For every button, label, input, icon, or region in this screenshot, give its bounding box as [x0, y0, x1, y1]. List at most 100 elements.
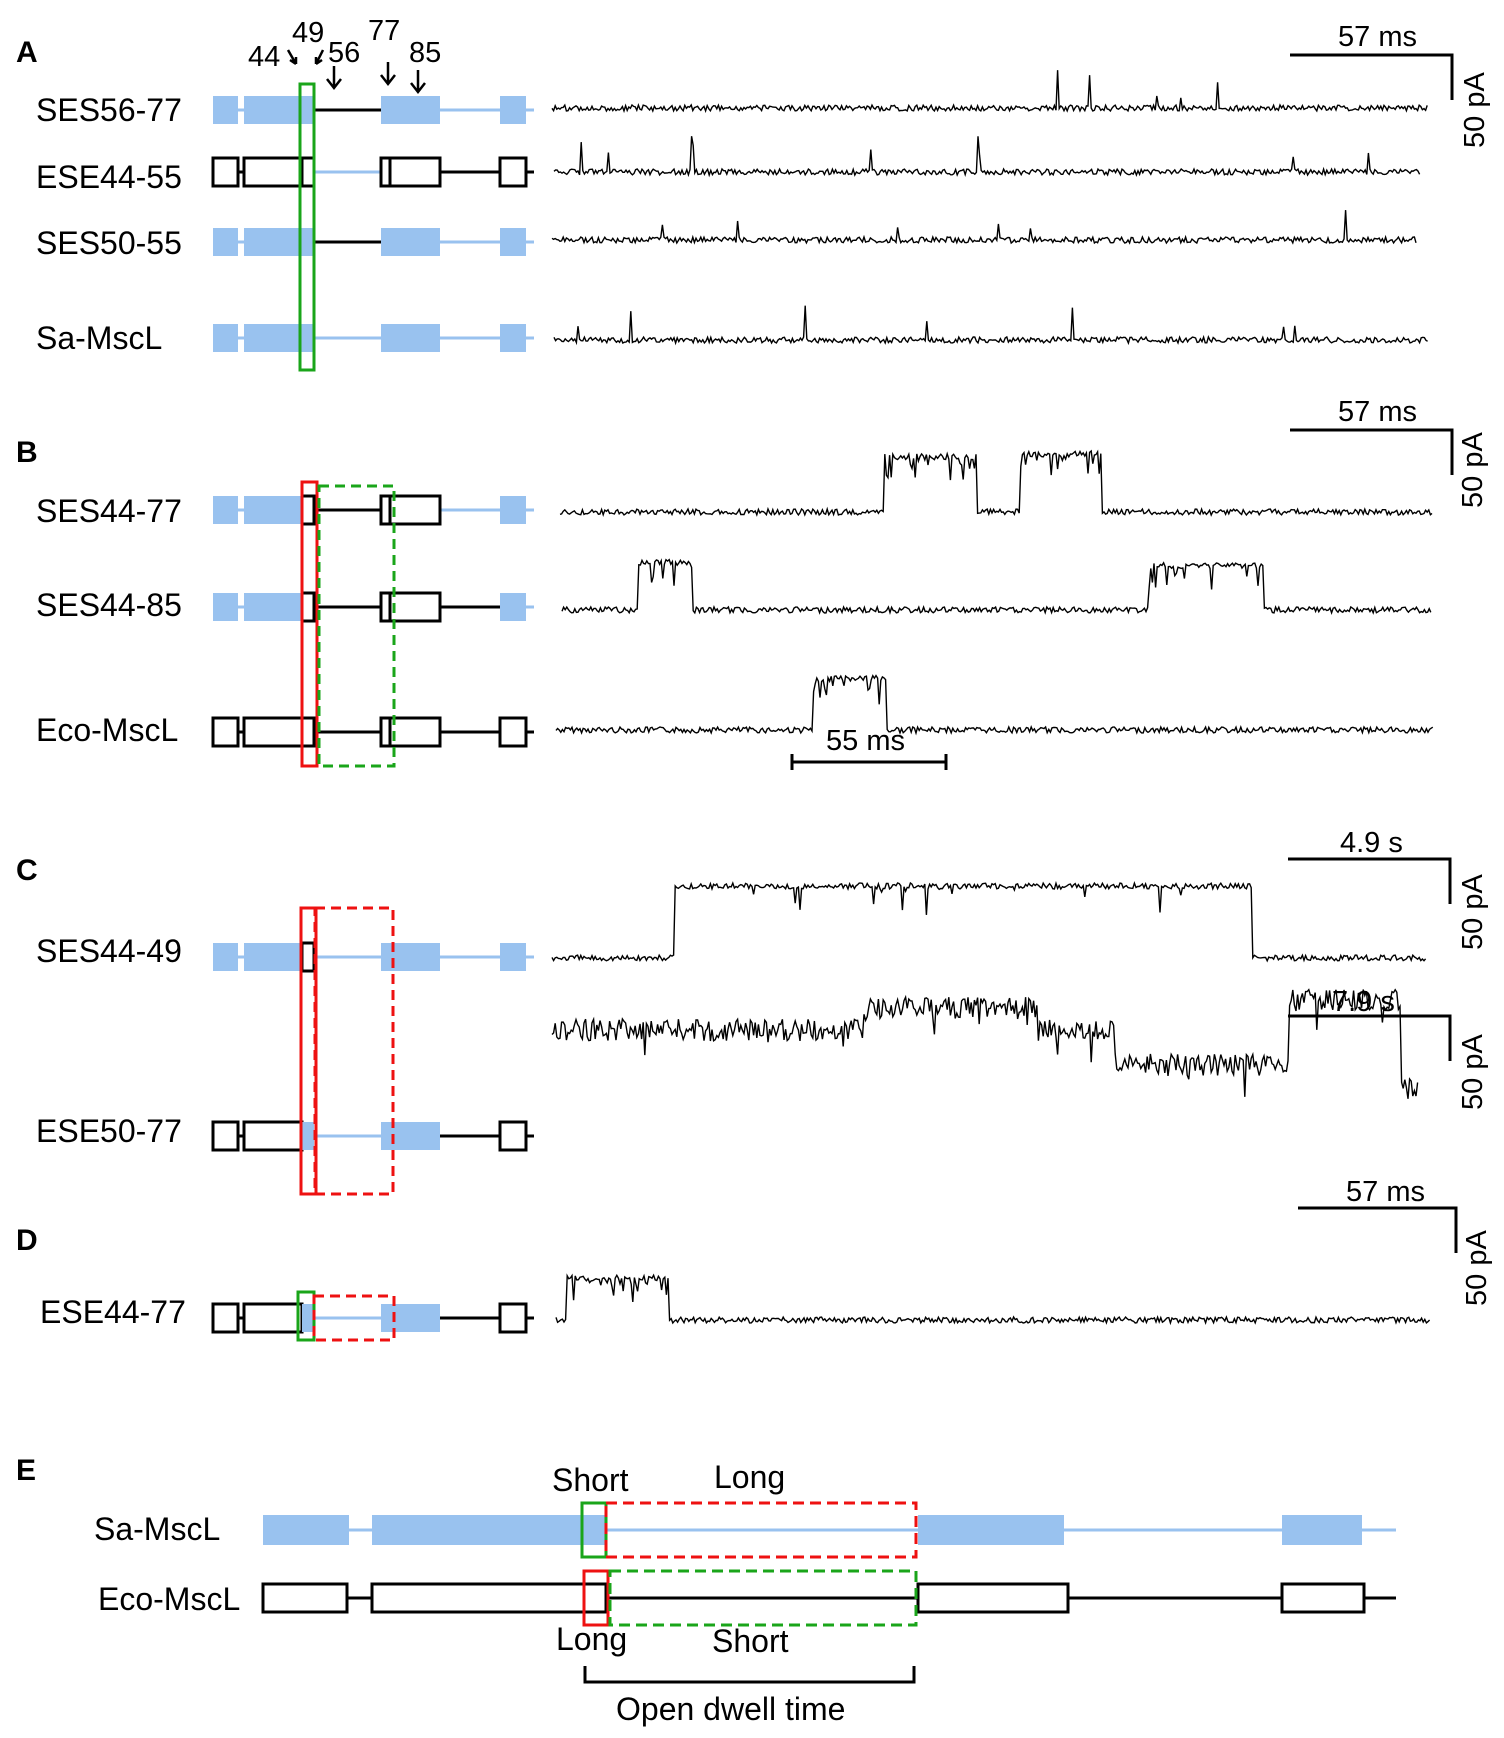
- row-label-ses56-77: SES56-77: [36, 92, 182, 128]
- arrow-44-icon: [286, 49, 298, 66]
- current-trace-eco-mscl: [555, 674, 1434, 736]
- marker-56: 56: [328, 37, 360, 69]
- current-trace-ses44-85: [561, 558, 1432, 616]
- schematic-segment: [244, 228, 302, 256]
- current-trace-ese44-55: [553, 136, 1421, 178]
- schematic-segment: [500, 496, 526, 524]
- schematic-segment: [500, 228, 526, 256]
- schematic-segment: [242, 1120, 304, 1152]
- arrow-77-icon: [380, 62, 396, 87]
- row-label-ses44-49: SES44-49: [36, 933, 182, 969]
- panel-letter-b: B: [16, 436, 38, 469]
- current-trace-sa-mscl: [553, 305, 1428, 346]
- row-label-eco-mscl: Eco-MscL: [36, 712, 178, 748]
- summary-eco-short-label: Short: [712, 1623, 789, 1659]
- row-label-ese44-77: ESE44-77: [40, 1294, 186, 1330]
- schematic-segment: [381, 324, 390, 352]
- schematic-segment: [390, 1304, 440, 1332]
- scale-bar-a-lines: [1290, 53, 1454, 100]
- scale-bar-b-current: 50 pA: [1457, 432, 1489, 508]
- schematic-segment: [300, 156, 316, 188]
- schematic-segment: [300, 716, 316, 748]
- schematic-segment: [390, 96, 440, 124]
- scale-bar-c1-lines: [1288, 857, 1452, 904]
- summary-sa-seg-3: [582, 1515, 606, 1545]
- schematic-segment: [213, 228, 238, 256]
- schematic-segment: [388, 716, 442, 748]
- scale-bar-b-time: 57 ms: [1338, 396, 1417, 428]
- summary-sa-long-label: Long: [714, 1459, 785, 1495]
- schematic-segment: [213, 96, 238, 124]
- current-trace-ses50-55: [551, 210, 1417, 245]
- schematic-segment: [302, 228, 314, 256]
- summary-sa-seg-5: [1282, 1515, 1362, 1545]
- scale-bar-c2-current: 50 pA: [1457, 1034, 1489, 1110]
- schematic-segment: [390, 228, 440, 256]
- current-trace-ses44-49: [551, 880, 1427, 963]
- row-labels: SES56-77 ESE44-55 SES50-55 Sa-MscL SES44…: [36, 92, 186, 1330]
- schematic-segment: [498, 716, 528, 748]
- panel-letter-e: E: [16, 1454, 36, 1487]
- schematic-eco-mscl: [211, 716, 534, 748]
- summary-eco-long-label: Long: [556, 1621, 627, 1657]
- schematic-segment: [211, 716, 240, 748]
- schematic-segment: [242, 1302, 304, 1334]
- schematic-segment: [244, 943, 302, 971]
- schematic-segment: [302, 96, 314, 124]
- schematic-segment: [300, 591, 316, 623]
- highlight-b-long: [300, 480, 319, 768]
- summary-eco-seg-3: [916, 1582, 1070, 1614]
- summary-eco-row: Long Short: [261, 1569, 1396, 1659]
- schematic-segment: [244, 593, 302, 621]
- schematic-segment: [211, 156, 240, 188]
- scale-bar-a-time: 57 ms: [1338, 21, 1417, 53]
- scale-bar-d-current: 50 pA: [1461, 1230, 1493, 1306]
- summary-eco-seg-1: [261, 1582, 349, 1614]
- schematic-ses44-85: [213, 591, 534, 623]
- highlight-b-short: [317, 484, 396, 768]
- row-label-ses44-85: SES44-85: [36, 587, 182, 623]
- schematic-segment: [390, 943, 440, 971]
- summary-panel: Sa-MscL Eco-MscL Short Long Long Short: [94, 1459, 1396, 1727]
- arrow-85-icon: [410, 70, 426, 95]
- highlight-a-short: [298, 82, 316, 372]
- panel-letter-a: A: [16, 36, 38, 69]
- schematic-ses44-49: [213, 941, 534, 973]
- scale-bar-b-lines: [1290, 428, 1454, 475]
- summary-eco-seg-2: [370, 1582, 608, 1614]
- schematic-segment: [500, 96, 526, 124]
- schematic-segment: [300, 494, 316, 526]
- summary-sa-row: Short Long: [263, 1459, 1396, 1559]
- scale-bar-c1-time: 4.9 s: [1340, 827, 1403, 859]
- marker-49: 49: [292, 17, 324, 49]
- schematic-segment: [213, 593, 238, 621]
- schematic-segment: [211, 1120, 240, 1152]
- inline-dwell-bar: 55 ms: [790, 725, 948, 770]
- schematic-ese44-77: [211, 1302, 534, 1334]
- schematic-segment: [242, 156, 304, 188]
- summary-sa-short-label: Short: [552, 1462, 629, 1498]
- row-label-sa-mscl: Sa-MscL: [36, 320, 162, 356]
- schematic-segment: [390, 1122, 440, 1150]
- arrow-56-icon: [326, 66, 342, 91]
- schematic-segment: [242, 716, 304, 748]
- inline-dwell-bar-lines: [790, 754, 948, 770]
- position-markers: 44 49 56 77 85: [248, 15, 441, 95]
- schematic-segment: [498, 1302, 528, 1334]
- scale-bar-b: 57 ms 50 pA: [1290, 396, 1489, 508]
- summary-eco-long-box: [582, 1569, 610, 1627]
- scale-bar-d: 57 ms 50 pA: [1298, 1176, 1493, 1306]
- schematic-segment: [381, 96, 390, 124]
- current-trace-ses44-77: [559, 449, 1433, 517]
- summary-sa-seg-2: [372, 1515, 582, 1545]
- marker-77: 77: [368, 15, 400, 47]
- schematic-segment: [390, 324, 440, 352]
- scale-bar-a: 57 ms 50 pA: [1290, 21, 1491, 148]
- schematic-segment: [213, 496, 238, 524]
- marker-44: 44: [248, 41, 280, 73]
- panel-letter-d: D: [16, 1224, 38, 1257]
- region-highlights: [296, 82, 396, 1342]
- schematic-segment: [244, 96, 302, 124]
- scale-bar-d-lines: [1298, 1206, 1458, 1253]
